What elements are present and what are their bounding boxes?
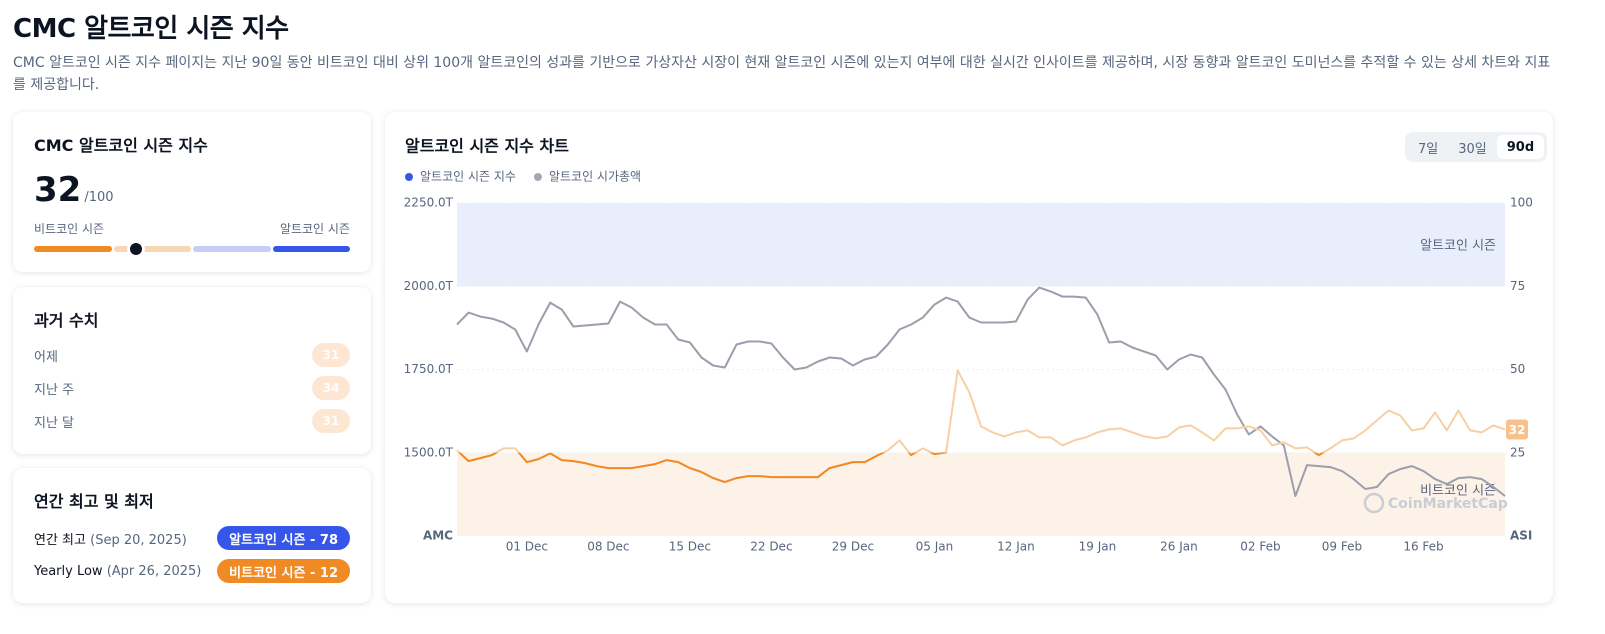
y2-axis-label: ASI [1510,529,1532,543]
gauge-knob [126,240,145,258]
chart-title: 알트코인 시즌 지수 차트 [405,137,569,156]
band [457,203,1505,287]
series-line [456,286,1506,497]
x-tick-label: 12 Jan [997,540,1035,554]
legend-label: 알트코인 시즌 지수 [420,170,516,184]
yearly-date: (Sep 20, 2025) [90,532,187,548]
yearly-badge: 알트코인 시즌 - 78 [217,526,350,550]
history-row: 지난 달 31 [34,409,350,433]
history-label: 지난 주 [34,382,75,398]
chart: 알트코인 시즌 지수 차트 알트코인 시즌 지수 알트코인 시가총액 2250.0T… [404,137,1533,554]
history-row: 지난 주 34 [34,376,350,400]
legend-dot [405,173,413,181]
y-tick-label: 1750.0T [404,362,454,376]
gauge-left-label: 비트코인 시즌 [34,222,105,236]
gauge-right-label: 알트코인 시즌 [279,222,350,236]
y2-tick-label: 25 [1510,445,1525,459]
last-value-label: 32 [1509,423,1526,437]
period-switch: 7일 30일 90d [1405,132,1548,162]
y-tick-label: 1500.0T [404,445,454,459]
x-tick-label: 02 Feb [1240,540,1280,554]
yearly-label-text: Yearly Low [34,563,103,579]
gauge-segment [113,246,191,252]
y2-tick-label: 100 [1510,196,1533,210]
y2-tick-label: 75 [1510,279,1525,293]
history-label: 지난 달 [34,415,75,431]
series-line-band [458,452,1325,484]
yearly-label: 연간 최고 (Sep 20, 2025) [34,529,187,548]
yearly-row: Yearly Low (Apr 26, 2025) 비트코인 시즌 - 12 [34,559,350,583]
yearly-row: 연간 최고 (Sep 20, 2025) 알트코인 시즌 - 78 [34,526,350,550]
score-scale: /100 [84,190,114,205]
gauge [34,240,352,258]
history-value: 31 [312,343,350,367]
y-axis-label: AMC [423,529,453,543]
watermark-logo [1363,492,1385,514]
history-label: 어제 [34,349,58,365]
x-tick-label: 09 Feb [1322,540,1362,554]
history-card: 과거 수치 어제 31 지난 주 34 지난 달 31 [13,287,371,454]
y-tick-label: 2250.0T [404,196,454,210]
x-tick-label: 16 Feb [1403,540,1443,554]
period-button[interactable]: 90d [1496,135,1545,159]
gauge-segment [193,246,271,252]
x-tick-label: 29 Dec [832,540,874,554]
band [457,452,1505,536]
score: 32 /100 [34,170,114,210]
period-button[interactable]: 30일 [1458,141,1487,157]
x-tick-label: 05 Jan [916,540,954,554]
watermark: CoinMarketCap [1388,496,1508,512]
index-card: CMC 알트코인 시즌 지수 32 /100 비트코인 시즌 알트코인 시즌 [13,112,371,272]
history-value: 34 [312,376,350,400]
x-tick-label: 01 Dec [506,540,548,554]
legend-label: 알트코인 시가총액 [549,170,641,184]
x-tick-label: 19 Jan [1079,540,1117,554]
x-tick-label: 22 Dec [750,540,792,554]
yearly-label: Yearly Low (Apr 26, 2025) [34,564,201,579]
yearly-badge: 비트코인 시즌 - 12 [217,559,350,583]
gauge-segment [34,246,112,252]
gauge-segment [272,246,350,252]
page-description: CMC 알트코인 시즌 지수 페이지는 지난 90일 동안 비트코인 대비 상위… [13,55,1551,93]
score-value: 32 [34,170,82,210]
last-value-badge [1506,419,1528,440]
x-tick-label: 26 Jan [1160,540,1198,554]
yearly-label-text: 연간 최고 [34,532,86,548]
card-title: 과거 수치 [34,311,99,330]
card-title: 연간 최고 및 최저 [34,492,154,511]
card-title: CMC 알트코인 시즌 지수 [34,136,208,155]
y2-tick-label: 50 [1510,362,1525,376]
y-tick-label: 2000.0T [404,279,454,293]
chart-card: 7일 30일 90d 알트코인 시즌 지수 차트 알트코인 시즌 지수 알트코인 시가… [385,112,1553,603]
band-label: 알트코인 시즌 [1420,239,1496,254]
legend-dot [533,173,542,181]
x-tick-label: 15 Dec [669,540,711,554]
page-title: CMC 알트코인 시즌 지수 [13,14,289,44]
band-label: 비트코인 시즌 [1420,484,1496,499]
history-value: 31 [312,409,350,433]
yearly-date: (Apr 26, 2025) [106,563,202,579]
x-tick-label: 08 Dec [587,540,629,554]
yearly-card: 연간 최고 및 최저 연간 최고 (Sep 20, 2025) 알트코인 시즌 -… [13,468,371,603]
period-button[interactable]: 7일 [1418,141,1439,157]
history-row: 어제 31 [34,343,350,367]
